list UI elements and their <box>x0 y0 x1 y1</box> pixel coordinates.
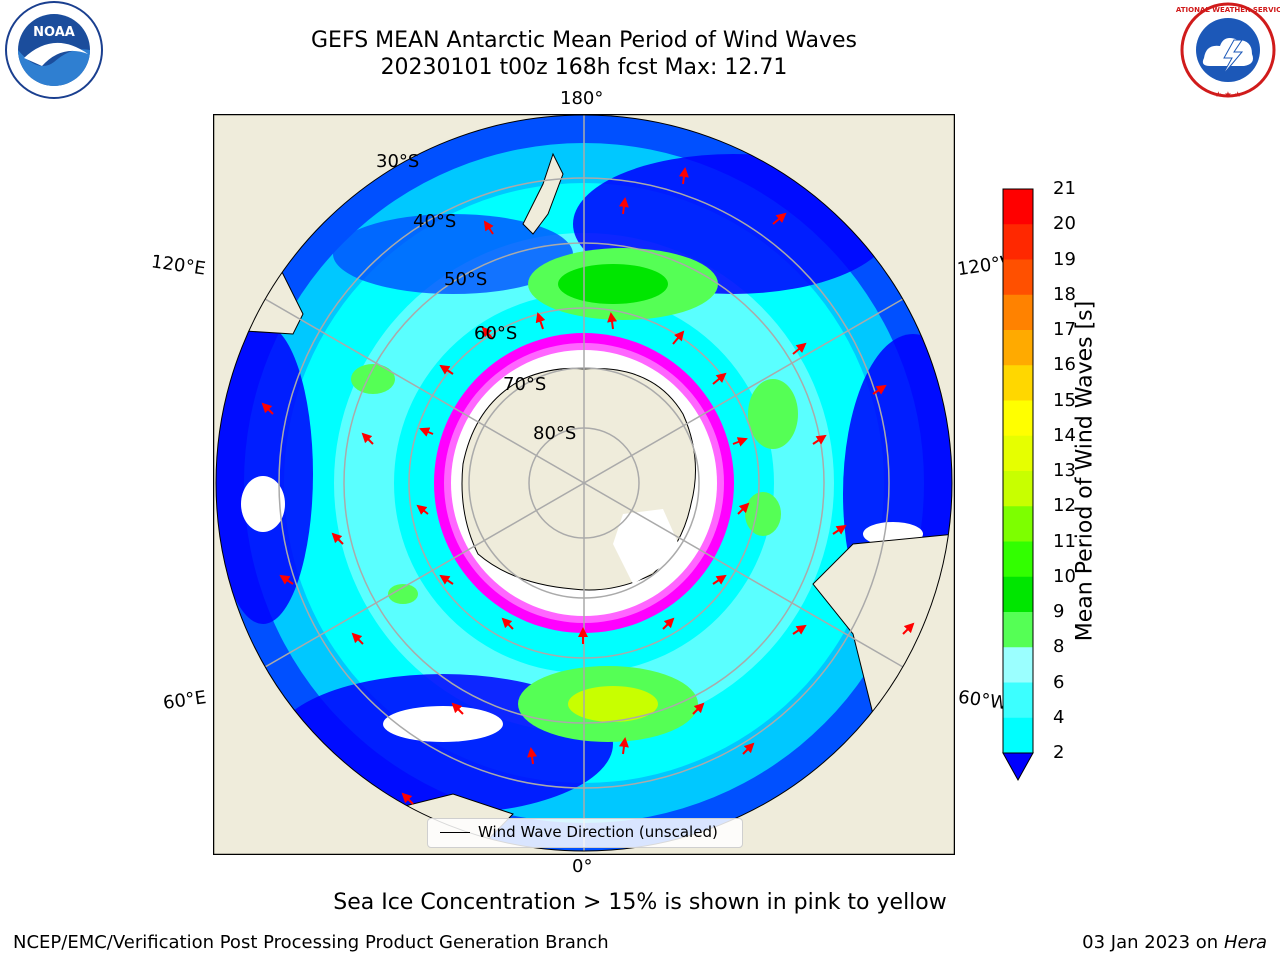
sea-ice-note: Sea Ice Concentration > 15% is shown in … <box>333 890 947 915</box>
colorbar-band <box>1003 471 1033 507</box>
colorbar <box>1002 188 1034 782</box>
colorbar-tick-label: 10 <box>1053 565 1076 587</box>
colorbar-band <box>1003 224 1033 260</box>
colorbar-band <box>1003 506 1033 542</box>
colorbar-band <box>1003 612 1033 648</box>
ocean-field <box>216 115 952 851</box>
colorbar-extend-icon <box>1002 752 1034 782</box>
colorbar-tick-label: 14 <box>1053 424 1076 446</box>
run-date: 03 Jan 2023 on Hera <box>1082 932 1267 953</box>
lat-label-50s: 50°S <box>444 269 488 290</box>
run-host: Hera <box>1223 932 1267 953</box>
nws-ring-text: NATIONAL WEATHER SERVICE <box>1176 6 1280 14</box>
colorbar-tick-label: 18 <box>1053 283 1076 305</box>
colorbar-bands <box>1003 189 1033 754</box>
legend-line-icon <box>440 832 470 833</box>
wave-direction-arrows <box>261 167 915 805</box>
colorbar-label: Mean Period of Wind Waves [s] <box>1072 300 1098 642</box>
nws-stars-icon: ★ ★ ★ <box>1215 90 1242 99</box>
colorbar-tick-label: 4 <box>1053 706 1065 728</box>
map-subtitle: 20230101 t00z 168h fcst Max: 12.71 <box>380 55 788 80</box>
map-legend: Wind Wave Direction (unscaled) <box>427 818 743 848</box>
colorbar-tick-label: 9 <box>1053 601 1065 622</box>
colorbar-tick-label: 17 <box>1053 319 1076 340</box>
colorbar-band <box>1003 189 1033 225</box>
lon-label-0: 0° <box>572 856 593 877</box>
polar-map <box>213 114 955 855</box>
colorbar-tick-label: 2 <box>1053 742 1065 763</box>
colorbar-band <box>1003 647 1033 683</box>
colorbar-band <box>1003 259 1033 296</box>
colorbar-tick-label: 11 <box>1053 530 1076 552</box>
colorbar-tick-label: 16 <box>1053 354 1076 376</box>
lon-label-60e: 60°E <box>161 687 208 714</box>
noaa-logo: NOAA <box>5 1 103 99</box>
lat-label-30s: 30°S <box>376 151 420 172</box>
legend-label: Wind Wave Direction (unscaled) <box>478 823 718 841</box>
colorbar-band <box>1003 576 1033 613</box>
run-date-text: 03 Jan 2023 on <box>1082 932 1219 953</box>
colorbar-tick-label: 6 <box>1053 671 1065 693</box>
colorbar-band <box>1003 682 1033 719</box>
colorbar-tick-label: 15 <box>1053 389 1076 411</box>
colorbar-band <box>1003 400 1033 437</box>
lat-label-80s: 80°S <box>533 423 577 444</box>
colorbar-band <box>1003 717 1033 754</box>
lat-label-40s: 40°S <box>413 211 457 232</box>
colorbar-band <box>1003 294 1033 331</box>
colorbar-tick-label: 13 <box>1053 460 1076 481</box>
colorbar-tick-label: 8 <box>1053 636 1065 658</box>
colorbar-tick-label: 21 <box>1053 178 1076 199</box>
map-frame <box>213 114 955 855</box>
lat-label-60s: 60°S <box>474 323 518 344</box>
lat-label-70s: 70°S <box>503 374 547 395</box>
colorbar-band <box>1003 435 1033 472</box>
map-title: GEFS MEAN Antarctic Mean Period of Wind … <box>311 28 857 53</box>
colorbar-tick-label: 19 <box>1053 248 1076 270</box>
colorbar-tick-label: 20 <box>1053 213 1076 235</box>
noaa-logo-text: NOAA <box>33 25 75 40</box>
lon-label-120e: 120°E <box>149 251 207 280</box>
colorbar-band <box>1003 541 1033 578</box>
graticule <box>216 115 952 851</box>
branch-credit: NCEP/EMC/Verification Post Processing Pr… <box>13 932 609 953</box>
lon-label-180: 180° <box>560 88 604 109</box>
colorbar-band <box>1003 330 1033 366</box>
colorbar-band <box>1003 365 1033 401</box>
colorbar-tick-label: 12 <box>1053 495 1076 517</box>
nws-logo: NATIONAL WEATHER SERVICE ★ ★ ★ <box>1176 2 1280 99</box>
